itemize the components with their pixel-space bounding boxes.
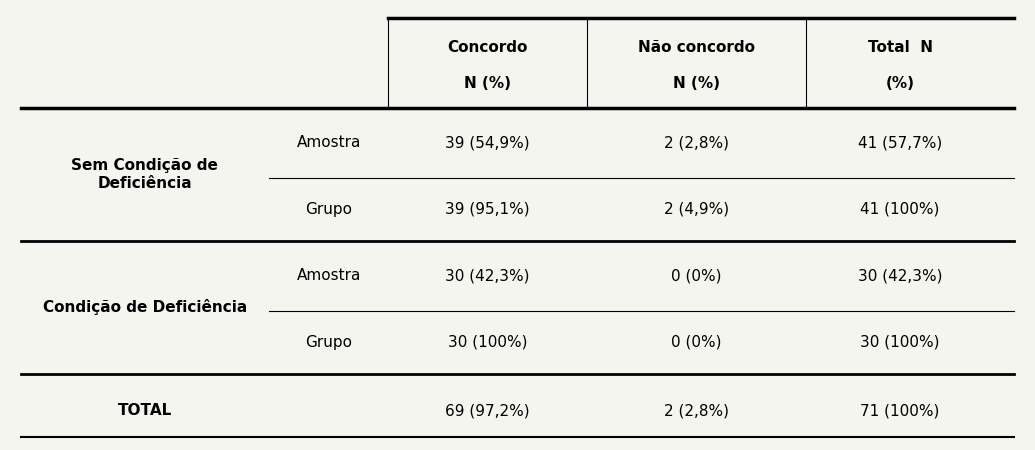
Text: 39 (95,1%): 39 (95,1%)	[445, 202, 530, 217]
Text: Amostra: Amostra	[297, 268, 361, 283]
Text: 30 (100%): 30 (100%)	[448, 334, 528, 350]
Text: 30 (100%): 30 (100%)	[860, 334, 940, 350]
Text: 2 (2,8%): 2 (2,8%)	[663, 135, 729, 150]
Text: N (%): N (%)	[464, 76, 511, 91]
Text: Amostra: Amostra	[297, 135, 361, 150]
Text: Não concordo: Não concordo	[638, 40, 755, 55]
Text: Grupo: Grupo	[305, 202, 352, 217]
Text: Total  N: Total N	[867, 40, 933, 55]
Text: 41 (100%): 41 (100%)	[860, 202, 940, 217]
Text: 69 (97,2%): 69 (97,2%)	[445, 403, 530, 418]
Text: Concordo: Concordo	[447, 40, 528, 55]
Text: 2 (2,8%): 2 (2,8%)	[663, 403, 729, 418]
Text: Condição de Deficiência: Condição de Deficiência	[42, 299, 247, 315]
Text: 0 (0%): 0 (0%)	[671, 334, 721, 350]
Text: Grupo: Grupo	[305, 334, 352, 350]
Text: 30 (42,3%): 30 (42,3%)	[858, 268, 942, 283]
Text: 2 (4,9%): 2 (4,9%)	[663, 202, 729, 217]
Text: N (%): N (%)	[673, 76, 720, 91]
Text: 0 (0%): 0 (0%)	[671, 268, 721, 283]
Text: 41 (57,7%): 41 (57,7%)	[858, 135, 942, 150]
Text: TOTAL: TOTAL	[118, 403, 172, 418]
Text: 30 (42,3%): 30 (42,3%)	[445, 268, 530, 283]
Text: 39 (54,9%): 39 (54,9%)	[445, 135, 530, 150]
Text: (%): (%)	[886, 76, 915, 91]
Text: 71 (100%): 71 (100%)	[860, 403, 940, 418]
Text: Sem Condição de
Deficiência: Sem Condição de Deficiência	[71, 158, 218, 191]
